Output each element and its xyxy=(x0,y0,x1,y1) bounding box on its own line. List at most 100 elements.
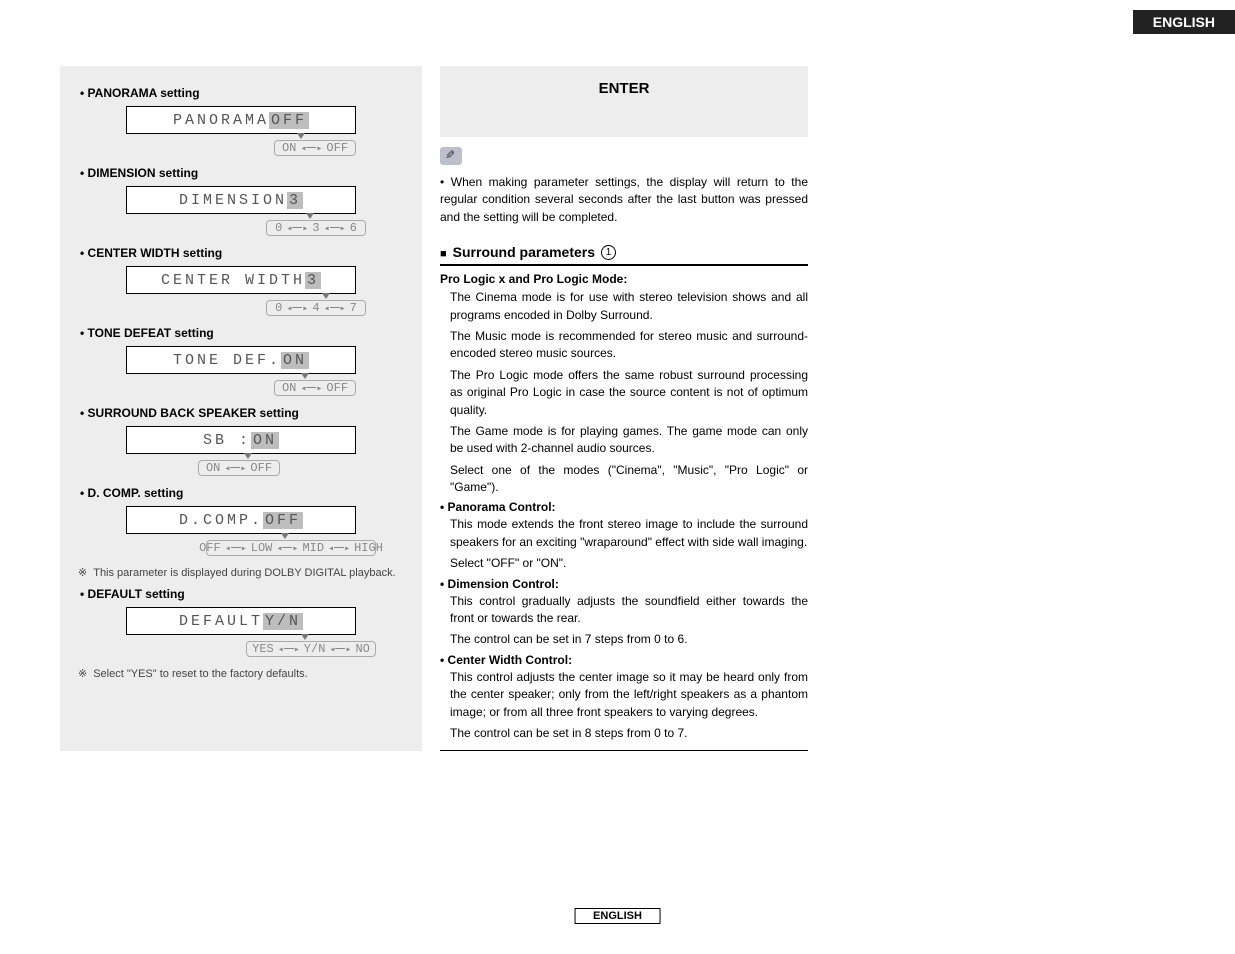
setting-3-range-token: ON xyxy=(282,381,296,395)
double-arrow-icon xyxy=(328,541,350,555)
double-arrow-icon xyxy=(324,301,346,315)
default-setting-range-row: YESY/NNO xyxy=(126,635,356,659)
page: • PANORAMA setting PANORAMA OFF ON OFF • DIM… xyxy=(0,0,1235,751)
setting-4-range-row: ON OFF xyxy=(126,454,356,478)
setting-0-pointer xyxy=(297,133,305,139)
setting-4-lcd-value: ON xyxy=(251,432,279,449)
setting-3-range: ON OFF xyxy=(274,380,356,396)
setting-1-title: • DIMENSION setting xyxy=(80,166,408,180)
panorama-heading: • Panorama Control: xyxy=(440,500,808,514)
enter-header: ENTER xyxy=(440,66,808,137)
default-setting-title: • DEFAULT setting xyxy=(80,587,408,601)
note-icon xyxy=(440,147,462,165)
default-setting: • DEFAULT setting DEFAULT Y/NYESY/NNO xyxy=(74,587,408,659)
setting-1-range: 036 xyxy=(266,220,366,236)
double-arrow-icon xyxy=(286,301,308,315)
setting-0-lcd-prefix: PANORAMA xyxy=(173,112,269,129)
setting-2-range-token: 7 xyxy=(350,301,357,315)
setting-2-range-token: 0 xyxy=(275,301,282,315)
section-heading: Surround parameters 1 xyxy=(440,244,808,260)
language-tab: ENGLISH xyxy=(1133,10,1235,34)
setting-5-range-token: LOW xyxy=(251,541,273,555)
setting-4-title: • SURROUND BACK SPEAKER setting xyxy=(80,406,408,420)
dimension-b2: The control can be set in 7 steps from 0… xyxy=(440,631,808,648)
default-setting-range: YESY/NNO xyxy=(246,641,376,657)
panorama-b2: Select "OFF" or "ON". xyxy=(440,555,808,572)
setting-3: • TONE DEFEAT setting TONE DEF. ON ON OFF xyxy=(74,326,408,398)
setting-3-range-token: OFF xyxy=(326,381,348,395)
mode-p3: The Pro Logic mode offers the same robus… xyxy=(440,367,808,419)
double-arrow-icon xyxy=(276,541,298,555)
setting-0-lcd-block: PANORAMA OFFONOFF xyxy=(126,106,356,158)
footer-language: ENGLISH xyxy=(574,908,661,924)
default-setting-lcd-value: Y/N xyxy=(263,613,303,630)
setting-2-range-token: 4 xyxy=(312,301,319,315)
right-column: ENTER • When making parameter settings, … xyxy=(440,66,808,751)
setting-2-lcd-prefix: CENTER WIDTH xyxy=(161,272,305,289)
dimension-b1: This control gradually adjusts the sound… xyxy=(440,593,808,628)
setting-2-range: 0 4 7 xyxy=(266,300,366,316)
mode-p1: The Cinema mode is for use with stereo t… xyxy=(440,289,808,324)
double-arrow-icon xyxy=(225,541,247,555)
footnote-default: Select "YES" to reset to the factory def… xyxy=(78,667,408,680)
setting-3-lcd: TONE DEF. ON xyxy=(126,346,356,374)
setting-1-range-token: 6 xyxy=(350,221,357,235)
setting-5-lcd-block: D.COMP. OFFOFFLOWMIDHIGH xyxy=(126,506,356,558)
setting-2-lcd-value: 3 xyxy=(305,272,321,289)
section-rule xyxy=(440,264,808,266)
setting-2-lcd: CENTER WIDTH 3 xyxy=(126,266,356,294)
setting-3-lcd-prefix: TONE DEF. xyxy=(173,352,281,369)
setting-5-lcd-prefix: D.COMP. xyxy=(179,512,263,529)
setting-1-lcd-value: 3 xyxy=(287,192,303,209)
setting-5-range-token: MID xyxy=(302,541,324,555)
setting-1: • DIMENSION settingDIMENSION 3036 xyxy=(74,166,408,238)
center-heading: • Center Width Control: xyxy=(440,653,808,667)
setting-1-lcd: DIMENSION 3 xyxy=(126,186,356,214)
setting-4-range: ON OFF xyxy=(198,460,280,476)
setting-5-range-token: HIGH xyxy=(354,541,383,555)
setting-1-range-row: 036 xyxy=(126,214,356,238)
double-arrow-icon xyxy=(224,461,246,475)
setting-5-pointer xyxy=(281,533,289,539)
setting-1-range-token: 3 xyxy=(312,221,319,235)
setting-0-title: • PANORAMA setting xyxy=(80,86,408,100)
default-setting-lcd-block: DEFAULT Y/NYESY/NNO xyxy=(126,607,356,659)
double-arrow-icon xyxy=(286,221,308,235)
setting-5-lcd-value: OFF xyxy=(263,512,303,529)
setting-5-range-token: OFF xyxy=(199,541,221,555)
double-arrow-icon xyxy=(300,141,322,155)
setting-3-range-row: ON OFF xyxy=(126,374,356,398)
setting-5-title: • D. COMP. setting xyxy=(80,486,408,500)
center-b2: The control can be set in 8 steps from 0… xyxy=(440,725,808,742)
setting-0-range-token: OFF xyxy=(326,141,348,155)
setting-2-pointer xyxy=(322,293,330,299)
left-column: • PANORAMA setting PANORAMA OFF ON OFF • DIM… xyxy=(60,66,422,751)
setting-2: • CENTER WIDTH setting CENTER WIDTH 3 0 4 7 xyxy=(74,246,408,318)
setting-4: • SURROUND BACK SPEAKER settingSB : ONON… xyxy=(74,406,408,478)
default-setting-range-token: Y/N xyxy=(304,642,326,656)
setting-4-lcd-prefix: SB : xyxy=(203,432,251,449)
setting-0-range-token: ON xyxy=(282,141,296,155)
footnote-dolby: This parameter is displayed during DOLBY… xyxy=(78,566,408,579)
default-setting-lcd: DEFAULT Y/N xyxy=(126,607,356,635)
default-setting-range-token: NO xyxy=(355,642,369,656)
mode-p4: The Game mode is for playing games. The … xyxy=(440,423,808,458)
section-end-rule xyxy=(440,750,808,751)
setting-1-lcd-block: DIMENSION 3036 xyxy=(126,186,356,238)
setting-4-lcd: SB : ON xyxy=(126,426,356,454)
mode-p2: The Music mode is recommended for stereo… xyxy=(440,328,808,363)
setting-3-title: • TONE DEFEAT setting xyxy=(80,326,408,340)
setting-4-range-token: ON xyxy=(206,461,220,475)
section-number: 1 xyxy=(601,245,616,260)
setting-5-range: OFFLOWMIDHIGH xyxy=(206,540,376,556)
note-text: • When making parameter settings, the di… xyxy=(440,174,808,226)
setting-2-lcd-block: CENTER WIDTH 3 0 4 7 xyxy=(126,266,356,318)
default-setting-pointer xyxy=(301,634,309,640)
setting-2-title: • CENTER WIDTH setting xyxy=(80,246,408,260)
setting-5-range-row: OFFLOWMIDHIGH xyxy=(126,534,356,558)
section-title: Surround parameters xyxy=(453,244,595,260)
setting-1-lcd-prefix: DIMENSION xyxy=(179,192,287,209)
setting-4-range-token: OFF xyxy=(250,461,272,475)
setting-4-pointer xyxy=(244,453,252,459)
setting-2-range-row: 0 4 7 xyxy=(126,294,356,318)
